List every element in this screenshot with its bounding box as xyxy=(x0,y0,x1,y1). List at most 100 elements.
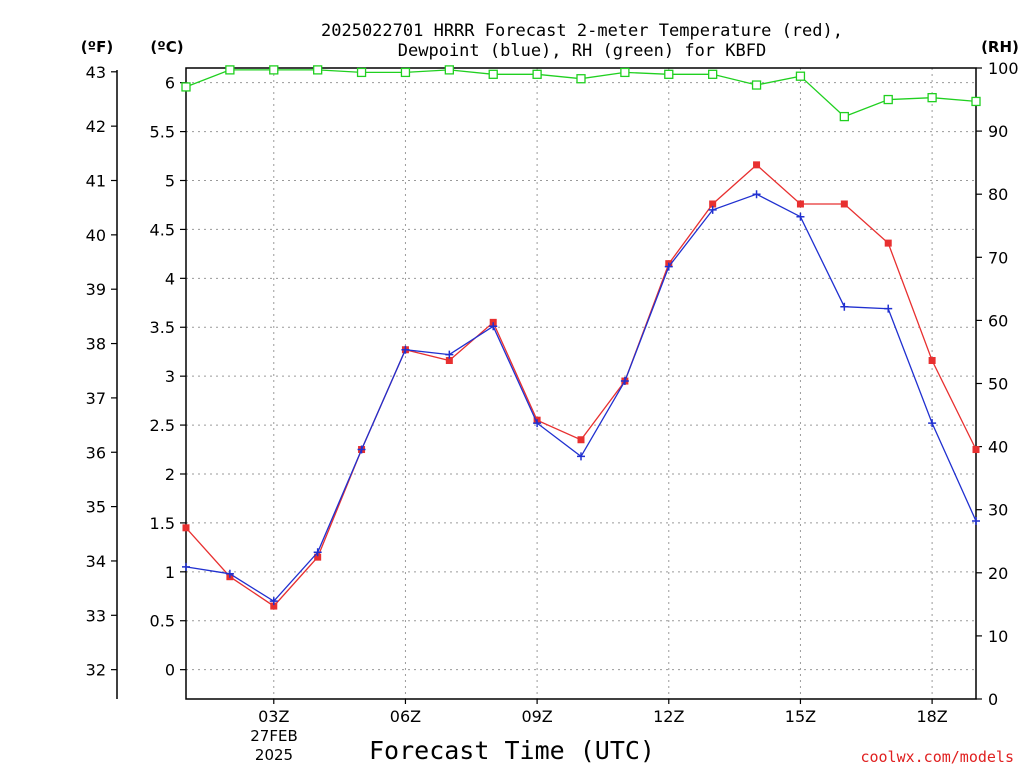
rh-point xyxy=(664,69,674,79)
temperature-point xyxy=(709,200,717,208)
celsius-ticks: 0 0.5 1 1.5 2 2.5 3 3.5 4 4.5 5 5.5 6 xyxy=(150,74,186,680)
celsius-tick-label: 6 xyxy=(165,74,175,93)
rh-point xyxy=(269,65,279,75)
rh-tick-label: 100 xyxy=(988,59,1019,78)
fahrenheit-tick-label: 37 xyxy=(86,389,106,408)
dewpoint-point xyxy=(972,516,980,525)
celsius-tick-label: 3.5 xyxy=(150,318,175,337)
fahrenheit-tick-label: 42 xyxy=(86,117,106,136)
rh-axis-label: (RH) xyxy=(981,38,1019,56)
rh-point xyxy=(488,69,498,79)
time-tick-label: 09Z xyxy=(521,707,552,726)
grid xyxy=(186,68,976,699)
date-label-day: 27FEB xyxy=(250,727,297,745)
celsius-tick-label: 5 xyxy=(165,172,175,191)
rh-point xyxy=(795,71,806,81)
fahrenheit-ticks: 32 33 34 35 36 37 38 39 40 41 42 43 xyxy=(86,63,117,680)
rh-point xyxy=(927,93,937,103)
rh-point xyxy=(400,67,411,78)
rh-point xyxy=(532,69,542,79)
temperature-point xyxy=(577,436,585,444)
dewpoint-point xyxy=(489,322,498,331)
chart-title-line1: 2025022701 HRRR Forecast 2-meter Tempera… xyxy=(321,21,843,41)
fahrenheit-tick-label: 34 xyxy=(86,552,106,571)
dewpoint-point xyxy=(357,445,366,454)
celsius-tick-label: 2.5 xyxy=(150,416,175,435)
time-tick-label: 12Z xyxy=(653,707,684,726)
dewpoint-point xyxy=(225,569,234,578)
time-ticks: 03Z 06Z 09Z 12Z 15Z 18Z xyxy=(258,699,948,726)
chart-title-line2: Dewpoint (blue), RH (green) for KBFD xyxy=(398,41,766,61)
celsius-tick-label: 2 xyxy=(165,465,175,484)
temperature-point xyxy=(928,357,936,365)
fahrenheit-tick-label: 40 xyxy=(86,226,106,245)
dewpoint-line xyxy=(185,193,977,603)
dewpoint-point xyxy=(401,345,410,354)
dewpoint-point xyxy=(708,205,717,214)
celsius-tick-label: 4 xyxy=(165,269,175,288)
rh-point xyxy=(971,96,981,107)
rh-point xyxy=(839,111,849,122)
rh-point xyxy=(225,65,235,75)
rh-tick-label: 60 xyxy=(988,311,1008,330)
dewpoint-point xyxy=(269,597,278,606)
temperature-point xyxy=(972,446,980,454)
rh-point xyxy=(708,69,718,79)
fahrenheit-axis-label: (ºF) xyxy=(81,38,113,56)
x-axis-title: Forecast Time (UTC) xyxy=(369,736,655,765)
celsius-tick-label: 1 xyxy=(165,563,175,582)
rh-tick-label: 0 xyxy=(988,690,998,709)
rh-tick-label: 20 xyxy=(988,564,1008,583)
celsius-tick-label: 0 xyxy=(165,661,175,680)
date-label-year: 2025 xyxy=(255,746,293,764)
fahrenheit-tick-label: 35 xyxy=(86,498,106,517)
dewpoint-point xyxy=(796,212,805,221)
temperature-point xyxy=(182,524,190,532)
rh-point xyxy=(751,80,762,90)
dewpoint-point xyxy=(840,302,849,311)
fahrenheit-tick-label: 32 xyxy=(86,661,106,680)
dewpoint-point xyxy=(664,262,673,271)
rh-point xyxy=(620,67,630,78)
celsius-tick-label: 3 xyxy=(165,367,175,386)
fahrenheit-tick-label: 39 xyxy=(86,280,106,299)
plot-frame xyxy=(185,67,977,700)
temperature-point xyxy=(314,553,322,561)
rh-tick-label: 70 xyxy=(988,248,1008,267)
time-tick-label: 03Z xyxy=(258,707,289,726)
fahrenheit-tick-label: 38 xyxy=(86,335,106,354)
rh-tick-label: 50 xyxy=(988,375,1008,394)
time-tick-label: 15Z xyxy=(785,707,816,726)
dewpoint-point xyxy=(533,419,542,428)
time-tick-label: 06Z xyxy=(390,707,421,726)
rh-point xyxy=(356,67,367,78)
fahrenheit-tick-label: 33 xyxy=(86,606,106,625)
dewpoint-point xyxy=(752,190,761,199)
fahrenheit-tick-label: 41 xyxy=(86,172,106,191)
rh-tick-label: 40 xyxy=(988,438,1008,457)
rh-tick-label: 90 xyxy=(988,122,1008,141)
celsius-tick-label: 1.5 xyxy=(150,514,175,533)
series-layer xyxy=(181,65,981,610)
temperature-point xyxy=(840,200,848,208)
celsius-tick-label: 4.5 xyxy=(150,220,175,239)
footer-credit: coolwx.com/models xyxy=(860,748,1014,766)
fahrenheit-tick-label: 36 xyxy=(86,443,106,462)
time-tick-label: 18Z xyxy=(916,707,947,726)
celsius-axis-label: (ºC) xyxy=(150,38,183,56)
dewpoint-point xyxy=(313,548,322,557)
rh-tick-label: 80 xyxy=(988,185,1008,204)
temperature-line xyxy=(185,164,977,607)
rh-tick-label: 10 xyxy=(988,627,1008,646)
temperature-point xyxy=(884,239,892,247)
rh-point xyxy=(181,82,191,92)
dewpoint-point xyxy=(445,350,454,359)
temperature-point xyxy=(445,357,453,365)
fahrenheit-tick-label: 43 xyxy=(86,63,106,82)
temperature-point xyxy=(796,200,804,208)
dewpoint-point xyxy=(884,304,893,313)
dewpoint-point xyxy=(182,562,190,571)
rh-point xyxy=(883,94,893,105)
rh-point xyxy=(313,65,323,75)
